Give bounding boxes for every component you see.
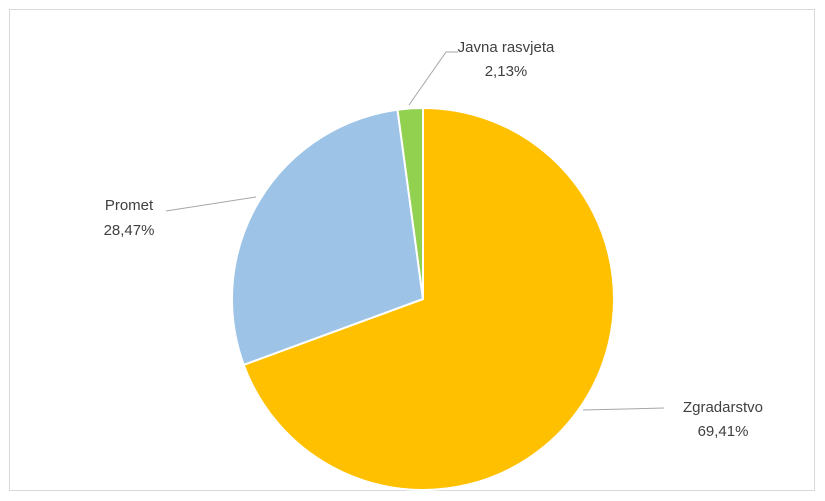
pie-slice-javna-rasvjeta	[396, 106, 424, 300]
leader-line-javna-rasvjeta	[408, 51, 458, 106]
leader-line-zgradarstvo	[582, 407, 665, 411]
slice-name-label: Promet	[105, 197, 154, 214]
leader-lines	[165, 51, 665, 411]
data-labels: Zgradarstvo 69,41% Promet 28,47% Javna rasvj…	[104, 39, 763, 440]
pie-slices	[231, 106, 615, 491]
slice-percent-label: 28,47%	[104, 222, 155, 239]
slice-name-label: Javna rasvjeta	[458, 39, 555, 56]
leader-line-promet	[165, 196, 257, 212]
pie-slice-zgradarstvo	[242, 106, 615, 491]
slice-percent-label: 2,13%	[485, 63, 528, 80]
pie-slice-promet	[231, 108, 425, 367]
slice-name-label: Zgradarstvo	[683, 399, 763, 416]
slice-percent-label: 69,41%	[698, 423, 749, 440]
